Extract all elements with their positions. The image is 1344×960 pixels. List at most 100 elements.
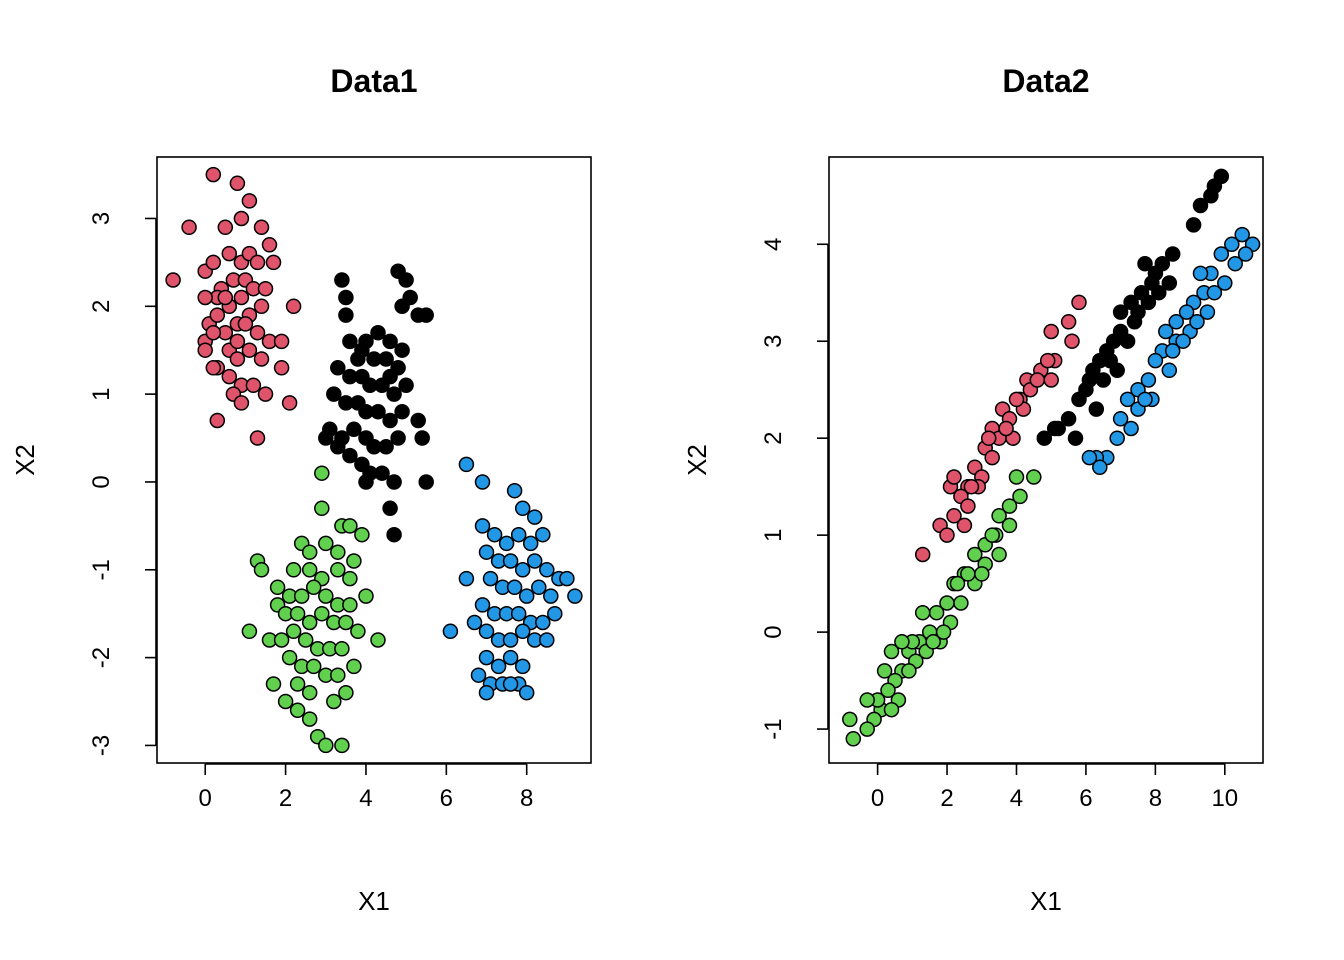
data-point (506, 579, 523, 596)
data-point (253, 562, 270, 578)
y-tick-label: 1 (88, 387, 115, 400)
data-point (318, 737, 334, 754)
data-point (221, 368, 238, 385)
data-point (330, 667, 346, 683)
x-axis: 0 2 4 6 8 (199, 763, 533, 812)
data-point (522, 535, 539, 552)
data-point (338, 289, 354, 306)
data-point (386, 386, 402, 402)
data-point (474, 518, 491, 534)
data-point (514, 562, 531, 578)
y-axis: -3 -2 -1 0 1 2 3 (88, 212, 157, 756)
y-tick-label: 2 (88, 300, 115, 313)
data-point (967, 546, 983, 563)
data-point (949, 575, 966, 592)
data-point (257, 386, 274, 402)
x-tick-label: 2 (940, 785, 953, 812)
y-tick-label: 4 (760, 238, 787, 251)
data-point (301, 711, 318, 727)
data-point (498, 535, 515, 552)
plot-frame (828, 156, 1264, 764)
data-point (370, 632, 386, 648)
data-point (894, 634, 910, 650)
data-point (1001, 498, 1018, 514)
data-point (1001, 517, 1018, 534)
data-point (859, 692, 875, 708)
data-point (1206, 284, 1223, 301)
data-point (253, 219, 270, 236)
data-point (229, 175, 246, 192)
data-point (1046, 420, 1063, 437)
data-point (998, 420, 1014, 437)
data-point (165, 272, 181, 288)
data-point (490, 658, 507, 675)
data-point (1224, 236, 1240, 253)
data-point (281, 649, 298, 666)
chart-panel-data2: Data2 0 2 4 6 8 10 -1 0 1 2 3 4 X1 X2 (682, 63, 1264, 916)
data-point (358, 474, 374, 490)
data-point (1071, 294, 1087, 311)
data-point (1012, 488, 1028, 505)
data-point (209, 412, 226, 429)
data-point (398, 272, 414, 288)
data-point (205, 254, 222, 271)
data-point (883, 701, 900, 718)
data-point (338, 307, 354, 323)
y-tick-label: -3 (88, 735, 115, 756)
data-point (382, 412, 398, 429)
data-point (1109, 430, 1125, 446)
data-point (510, 605, 527, 622)
data-point (205, 360, 222, 376)
data-point (1081, 449, 1098, 466)
data-point (502, 632, 519, 648)
data-point (205, 324, 222, 341)
data-point (1102, 352, 1118, 369)
data-point (326, 386, 342, 402)
x-tick-label: 6 (440, 785, 453, 812)
data-point (370, 403, 386, 420)
data-point (547, 605, 563, 622)
data-point (301, 544, 318, 560)
data-point (984, 527, 1000, 543)
data-point (386, 526, 402, 543)
data-point (1071, 391, 1087, 408)
data-point (301, 614, 318, 631)
data-point (350, 623, 366, 640)
x-tick-label: 0 (199, 785, 212, 812)
data-point (1036, 430, 1053, 446)
data-point (939, 595, 955, 611)
data-point (559, 570, 575, 587)
data-point (273, 360, 290, 376)
data-point (330, 544, 346, 560)
y-tick-label: -2 (88, 647, 115, 668)
data-point (974, 566, 990, 582)
data-point (394, 342, 410, 358)
data-point (1067, 430, 1084, 446)
data-point (1140, 372, 1157, 388)
data-point (474, 597, 491, 613)
data-point (378, 439, 394, 455)
data-point (209, 307, 226, 323)
x-axis-label: X1 (358, 886, 390, 916)
data-point (386, 474, 402, 490)
data-point (394, 403, 410, 420)
data-point (956, 517, 973, 534)
data-point (217, 219, 234, 236)
data-point (289, 605, 306, 622)
data-point (1192, 197, 1209, 214)
data-point (1060, 411, 1077, 427)
data-point (914, 604, 931, 621)
data-point (418, 307, 434, 323)
data-point (1213, 246, 1230, 262)
data-point (1081, 372, 1098, 388)
data-point (346, 421, 362, 438)
data-point (1168, 314, 1184, 330)
data-point (301, 562, 318, 578)
data-point (265, 254, 282, 271)
data-point (539, 562, 555, 578)
data-point (531, 579, 547, 596)
data-point (1164, 246, 1181, 262)
data-point (478, 623, 495, 640)
data-point (342, 447, 358, 464)
